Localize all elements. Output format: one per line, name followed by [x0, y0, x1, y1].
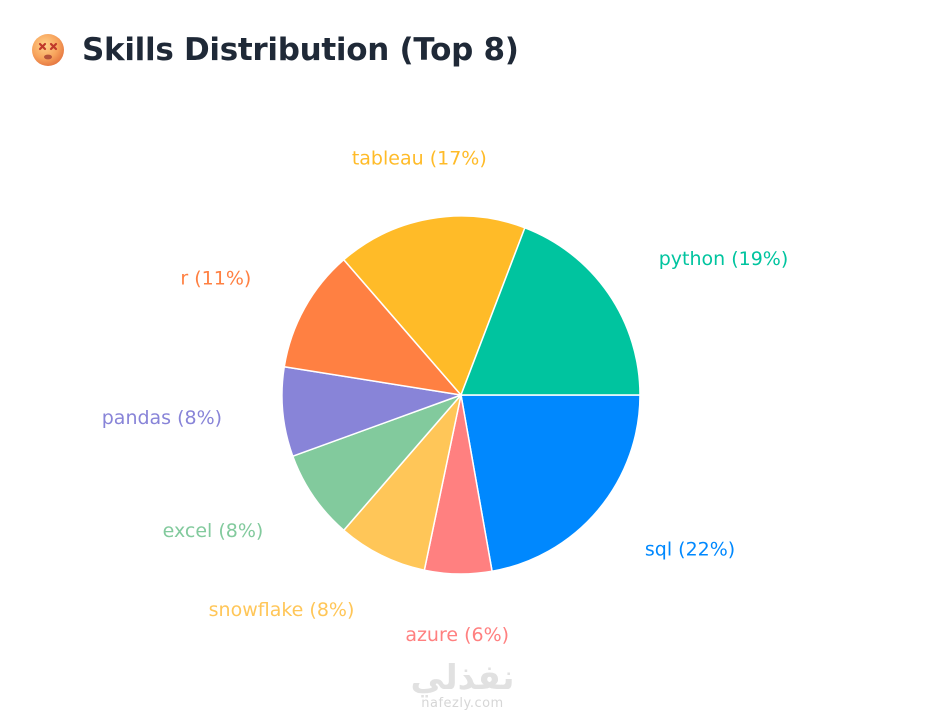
pie-label-tableau: tableau (17%) [352, 148, 487, 170]
pie-label-pandas: pandas (8%) [102, 407, 222, 429]
pie-label-sql: sql (22%) [645, 538, 735, 560]
pie-slices [282, 216, 640, 574]
pie-label-snowflake: snowflake (8%) [209, 599, 355, 621]
pie-label-python: python (19%) [659, 248, 789, 270]
pie-label-r: r (11%) [180, 267, 251, 289]
pie-label-excel: excel (8%) [163, 520, 264, 542]
pie-label-azure: azure (6%) [405, 624, 509, 646]
